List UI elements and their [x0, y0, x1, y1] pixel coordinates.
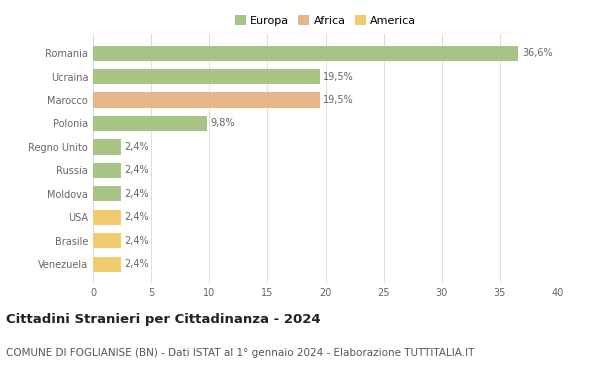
Text: 2,4%: 2,4% [124, 236, 149, 246]
Text: 19,5%: 19,5% [323, 71, 354, 82]
Bar [93, 233, 121, 249]
Text: 2,4%: 2,4% [124, 142, 149, 152]
Bar [93, 116, 207, 131]
Bar [93, 92, 320, 108]
Text: 2,4%: 2,4% [124, 189, 149, 199]
Text: COMUNE DI FOGLIANISE (BN) - Dati ISTAT al 1° gennaio 2024 - Elaborazione TUTTITA: COMUNE DI FOGLIANISE (BN) - Dati ISTAT a… [6, 348, 475, 358]
Bar [93, 256, 121, 272]
Bar [93, 163, 121, 178]
Text: 19,5%: 19,5% [323, 95, 354, 105]
Text: 9,8%: 9,8% [211, 119, 235, 128]
Bar [93, 186, 121, 201]
Bar [93, 46, 518, 61]
Legend: Europa, Africa, America: Europa, Africa, America [235, 15, 416, 26]
Text: 2,4%: 2,4% [124, 212, 149, 222]
Text: 2,4%: 2,4% [124, 259, 149, 269]
Text: 36,6%: 36,6% [522, 48, 553, 58]
Bar [93, 69, 320, 84]
Text: Cittadini Stranieri per Cittadinanza - 2024: Cittadini Stranieri per Cittadinanza - 2… [6, 314, 320, 326]
Text: 2,4%: 2,4% [124, 165, 149, 176]
Bar [93, 139, 121, 155]
Bar [93, 210, 121, 225]
